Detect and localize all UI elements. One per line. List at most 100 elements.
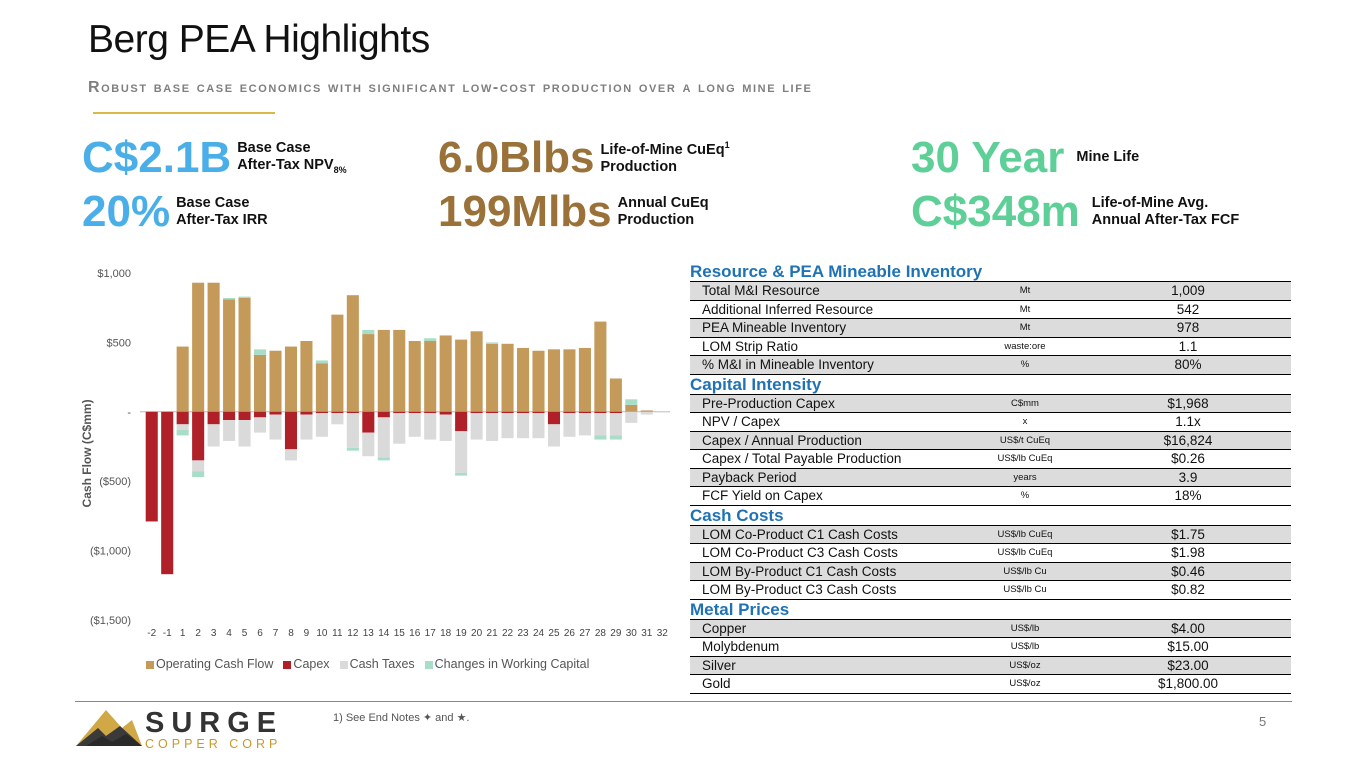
legend-item-wc: Changes in Working Capital xyxy=(424,657,589,671)
bar-segment xyxy=(284,346,298,412)
x-tick-label: 13 xyxy=(363,628,375,639)
lom-label-2: Production xyxy=(600,158,678,175)
metrics-tables: Resource & PEA Mineable Inventory Total M… xyxy=(690,262,1291,694)
row-unit: US$/lb CuEq xyxy=(997,453,1053,464)
footnote: 1) See End Notes ✦ and ★. xyxy=(333,712,470,724)
npv-value: C$2.1B xyxy=(82,133,232,182)
row-label: LOM Co-Product C1 Cash Costs xyxy=(702,526,898,542)
bar-segment xyxy=(207,411,220,425)
annual-label-1: Annual CuEq xyxy=(617,194,709,211)
bar-segment xyxy=(223,297,236,300)
row-label: Silver xyxy=(702,657,736,673)
bar-segment xyxy=(609,413,622,436)
x-tick-label: 12 xyxy=(347,628,359,639)
bar-segment xyxy=(609,435,622,440)
row-unit: % xyxy=(1020,490,1030,501)
bar-segment xyxy=(223,420,236,441)
row-value: $0.26 xyxy=(1171,451,1205,466)
bar-segment xyxy=(192,471,205,478)
npv-label-1: Base Case xyxy=(237,139,311,156)
table-row: PEA Mineable Inventory Mt 978 xyxy=(690,318,1291,337)
fcf-label: Life-of-Mine Avg. Annual After-Tax FCF xyxy=(1092,195,1239,230)
row-value: 1.1x xyxy=(1175,414,1201,429)
section-title: Resource & PEA Mineable Inventory xyxy=(690,262,983,281)
row-label: Capex / Total Payable Production xyxy=(702,451,902,466)
bar-segment xyxy=(439,414,452,441)
bar-segment xyxy=(315,363,328,412)
bar-segment xyxy=(176,346,189,412)
bar-segment xyxy=(532,411,545,414)
x-tick-label: -1 xyxy=(163,628,172,639)
bar-segment xyxy=(331,314,344,412)
row-label: Pre-Production Capex xyxy=(702,395,835,411)
bar-segment xyxy=(145,411,158,522)
bar-segment xyxy=(346,411,359,414)
bar-segment xyxy=(640,411,653,415)
bar-segment xyxy=(455,411,468,432)
bar-segment xyxy=(455,339,468,412)
npv-label-2: After-Tax NPV xyxy=(237,157,334,174)
table-row: Silver US$/oz $23.00 xyxy=(690,655,1291,674)
bar-segment xyxy=(563,411,576,414)
bar-segment xyxy=(253,417,267,433)
x-tick-label: 22 xyxy=(502,628,514,639)
row-unit: US$/lb xyxy=(1010,622,1040,634)
row-value: $15.00 xyxy=(1167,639,1209,654)
table-row: LOM Co-Product C3 Cash Costs US$/lb CuEq $… xyxy=(690,543,1291,562)
x-tick-label: 7 xyxy=(273,628,279,639)
bar-segment xyxy=(486,342,499,344)
section-title: Capital Intensity xyxy=(690,374,822,394)
x-tick-label: 11 xyxy=(332,628,343,639)
bar-segment xyxy=(253,349,267,355)
bar-segment xyxy=(486,343,499,412)
row-value: 3.9 xyxy=(1178,469,1198,485)
table-row: LOM By-Product C3 Cash Costs US$/lb Cu $0.… xyxy=(690,580,1291,600)
npv-metric: C$2.1B Base Case After-Tax NPV8% xyxy=(82,136,347,180)
title-underline xyxy=(93,112,275,114)
annual-metric: 199Mlbs Annual CuEq Production xyxy=(438,190,709,234)
row-unit: US$/lb Cu xyxy=(1003,584,1047,595)
bar-segment xyxy=(269,350,282,412)
row-label: Molybdenum xyxy=(702,639,780,654)
x-tick-label: 30 xyxy=(626,628,638,639)
row-label: Copper xyxy=(702,620,747,636)
bar-segment xyxy=(161,411,174,575)
row-label: PEA Mineable Inventory xyxy=(702,320,847,335)
table-row: Capex / Total Payable Production US$/lb C… xyxy=(690,449,1291,468)
bar-segment xyxy=(377,329,390,412)
bar-segment xyxy=(486,413,499,441)
x-tick-label: 9 xyxy=(304,628,310,639)
y-tick-label: - xyxy=(127,407,131,419)
lom-metric: 6.0Blbs Life-of-Mine CuEq1 Production xyxy=(438,136,730,180)
row-value: 80% xyxy=(1174,357,1202,372)
bar-segment xyxy=(176,429,189,436)
bar-segment xyxy=(455,431,468,473)
x-tick-label: 10 xyxy=(316,628,328,639)
bar-segment xyxy=(176,411,189,425)
page-title: Berg PEA Highlights xyxy=(88,18,430,61)
lom-label-1: Life-of-Mine CuEq xyxy=(600,141,725,158)
bar-segment xyxy=(408,341,421,412)
row-value: 1,009 xyxy=(1171,283,1205,298)
chart-legend: Operating Cash Flow Capex Cash Taxes Cha… xyxy=(146,657,589,671)
row-label: Total M&I Resource xyxy=(702,283,820,298)
bar-segment xyxy=(393,413,406,444)
bar-segment xyxy=(238,420,251,447)
bar-segment xyxy=(501,413,514,439)
x-tick-label: 20 xyxy=(471,628,483,639)
row-label: LOM By-Product C3 Cash Costs xyxy=(702,582,897,597)
x-tick-label: 5 xyxy=(242,628,248,639)
bar-segment xyxy=(315,411,328,414)
irr-metric: 20% Base Case After-Tax IRR xyxy=(82,190,268,234)
bar-segment xyxy=(346,295,359,412)
x-tick-label: 24 xyxy=(533,628,545,639)
bar-segment xyxy=(594,411,607,414)
bar-segment xyxy=(578,413,591,436)
row-label: Capex / Annual Production xyxy=(702,432,862,448)
bar-segment xyxy=(408,413,421,437)
row-label: LOM Co-Product C3 Cash Costs xyxy=(702,545,898,560)
table-row: LOM Strip Ratio waste:ore 1.1 xyxy=(690,336,1291,356)
y-tick-label: ($1,500) xyxy=(90,615,131,627)
lom-label-sup: 1 xyxy=(724,139,730,150)
bar-segment xyxy=(516,347,530,412)
